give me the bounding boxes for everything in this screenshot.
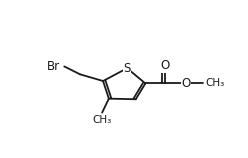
Text: CH₃: CH₃ (93, 115, 112, 125)
Text: Br: Br (47, 60, 60, 73)
Text: O: O (181, 77, 190, 90)
Text: S: S (124, 62, 131, 75)
Text: O: O (160, 59, 169, 72)
Text: CH₃: CH₃ (205, 78, 224, 88)
